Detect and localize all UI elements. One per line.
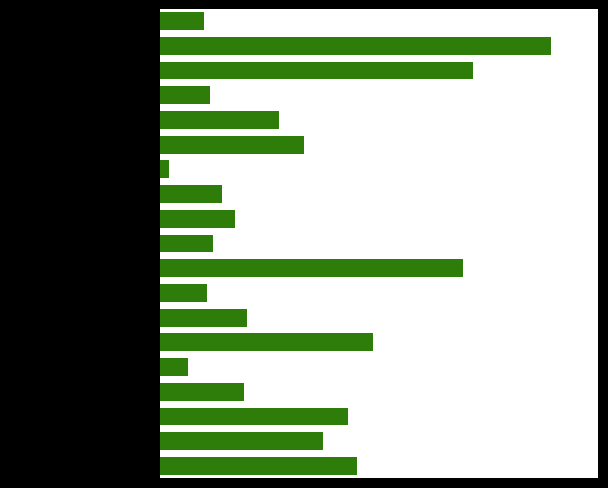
Bar: [160, 38, 551, 56]
Bar: [160, 112, 278, 130]
Bar: [160, 457, 357, 475]
Bar: [160, 334, 373, 351]
Bar: [160, 87, 210, 105]
Bar: [160, 62, 472, 81]
Bar: [160, 161, 169, 179]
Bar: [160, 407, 348, 426]
Bar: [160, 358, 188, 376]
Bar: [160, 432, 322, 450]
Bar: [160, 186, 223, 203]
Bar: [160, 137, 304, 154]
Bar: [160, 13, 204, 31]
Bar: [160, 309, 247, 327]
Bar: [160, 285, 207, 302]
Bar: [160, 210, 235, 228]
Bar: [160, 383, 244, 401]
Bar: [160, 260, 463, 278]
Bar: [160, 235, 213, 253]
